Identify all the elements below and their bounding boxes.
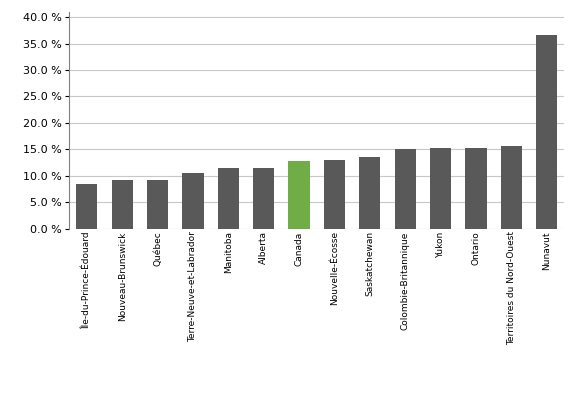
Bar: [183, 173, 203, 229]
Bar: [76, 184, 97, 229]
Bar: [112, 180, 133, 229]
Bar: [359, 157, 381, 229]
Bar: [395, 149, 416, 229]
Bar: [218, 168, 239, 229]
Bar: [147, 180, 168, 229]
Bar: [430, 148, 451, 229]
Bar: [253, 168, 274, 229]
Bar: [536, 35, 558, 229]
Bar: [501, 145, 522, 229]
Bar: [324, 160, 345, 229]
Bar: [465, 148, 487, 229]
Bar: [289, 161, 310, 229]
